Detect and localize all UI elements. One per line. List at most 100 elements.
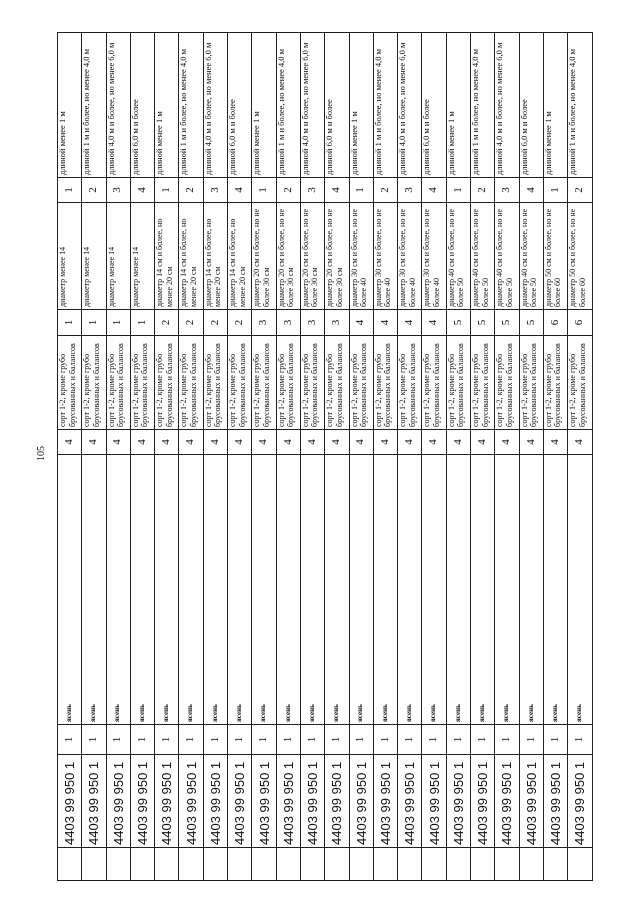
table-row: 4403 99 950 1 1 ясень 4 сорт 1-2, кроме груб… (154, 32, 179, 881)
empty-cell (349, 847, 374, 881)
diameter-num-cell: 5 (519, 309, 544, 336)
diameter-num-cell: 3 (276, 309, 301, 336)
length-num-cell: 4 (519, 177, 544, 203)
species-cell: ясень (203, 454, 228, 725)
sort-cell: сорт 1-2, кроме грубо брусованных и бала… (543, 335, 568, 430)
sort-num-cell: 4 (81, 429, 107, 455)
species-cell: ясень (178, 454, 204, 725)
sort-cell: сорт 1-2, кроме грубо брусованных и бала… (373, 335, 398, 430)
group-cell: 1 (300, 724, 325, 755)
sort-num-cell: 4 (57, 429, 82, 455)
table-row: 4403 99 950 1 1 ясень 4 сорт 1-2, кроме груб… (251, 32, 277, 881)
length-cell: длиной 6,0 м и более (519, 32, 544, 178)
length-num-cell: 1 (154, 177, 179, 203)
species-cell: ясень (446, 454, 471, 725)
sort-cell: сорт 1-2, кроме грубо брусованных и бала… (300, 335, 325, 430)
page-number: 105 (36, 446, 47, 461)
length-cell: длиной 4,0 м и более, но менее 6,0 м (494, 32, 520, 178)
length-cell: длиной менее 1 м (57, 32, 82, 178)
diameter-num-cell: 6 (543, 309, 568, 336)
code-cell: 4403 99 950 1 (154, 754, 179, 848)
table-row: 4403 99 950 1 1 ясень 4 сорт 1-2, кроме груб… (81, 32, 107, 881)
diameter-cell: диаметр 50 см и более, но не более 60 (567, 202, 593, 310)
diameter-cell: диаметр 50 см и более, но не более 60 (543, 202, 568, 310)
sort-num-cell: 4 (154, 429, 179, 455)
diameter-cell: диаметр 20 см и более, но не более 30 см (276, 202, 301, 310)
diameter-cell: диаметр 40 см и более, но не более 50 (519, 202, 544, 310)
length-cell: длиной 4,0 м и более, но менее 6,0 м (300, 32, 325, 178)
species-cell: ясень (276, 454, 301, 725)
sort-num-cell: 4 (300, 429, 325, 455)
empty-cell (397, 847, 422, 881)
empty-cell (227, 847, 252, 881)
species-cell: ясень (300, 454, 325, 725)
length-num-cell: 3 (106, 177, 131, 203)
diameter-num-cell: 1 (130, 309, 155, 336)
sort-cell: сорт 1-2, кроме грубо брусованных и бала… (106, 335, 131, 430)
sort-cell: сорт 1-2, кроме грубо брусованных и бала… (130, 335, 155, 430)
diameter-num-cell: 2 (227, 309, 252, 336)
sort-cell: сорт 1-2, кроме грубо брусованных и бала… (178, 335, 204, 430)
diameter-num-cell: 2 (178, 309, 204, 336)
group-cell: 1 (227, 724, 252, 755)
length-num-cell: 4 (324, 177, 350, 203)
length-num-cell: 1 (446, 177, 471, 203)
species-cell: ясень (349, 454, 374, 725)
code-cell: 4403 99 950 1 (57, 754, 82, 848)
sort-num-cell: 4 (203, 429, 228, 455)
empty-cell (81, 847, 107, 881)
length-cell: длиной 4,0 м и более, но менее 6,0 м (203, 32, 228, 178)
rotated-table-container: 4403 99 950 1 1 ясень 4 сорт 1-2, кроме груб… (57, 32, 593, 881)
table-row: 4403 99 950 1 1 ясень 4 сорт 1-2, кроме груб… (373, 32, 398, 881)
empty-cell (154, 847, 179, 881)
length-num-cell: 1 (349, 177, 374, 203)
empty-cell (251, 847, 277, 881)
group-cell: 1 (81, 724, 107, 755)
diameter-cell: диаметр менее 14 (81, 202, 107, 310)
diameter-num-cell: 3 (300, 309, 325, 336)
diameter-cell: диаметр 14 см и более, но менее 20 см (178, 202, 204, 310)
diameter-cell: диаметр 20 см и более, но не более 30 см (251, 202, 277, 310)
empty-cell (543, 847, 568, 881)
length-num-cell: 3 (494, 177, 520, 203)
species-cell: ясень (130, 454, 155, 725)
code-cell: 4403 99 950 1 (227, 754, 252, 848)
diameter-cell: диаметр 30 см и более, но не более 40 (373, 202, 398, 310)
table-row: 4403 99 950 1 1 ясень 4 сорт 1-2, кроме груб… (324, 32, 350, 881)
species-cell: ясень (251, 454, 277, 725)
sort-cell: сорт 1-2, кроме грубо брусованных и бала… (349, 335, 374, 430)
sort-num-cell: 4 (543, 429, 568, 455)
table-row: 4403 99 950 1 1 ясень 4 сорт 1-2, кроме груб… (397, 32, 422, 881)
length-num-cell: 2 (373, 177, 398, 203)
diameter-num-cell: 4 (349, 309, 374, 336)
code-cell: 4403 99 950 1 (421, 754, 447, 848)
diameter-num-cell: 6 (567, 309, 593, 336)
code-cell: 4403 99 950 1 (494, 754, 520, 848)
sort-cell: сорт 1-2, кроме грубо брусованных и бала… (567, 335, 593, 430)
code-cell: 4403 99 950 1 (106, 754, 131, 848)
sort-cell: сорт 1-2, кроме грубо брусованных и бала… (397, 335, 422, 430)
sort-num-cell: 4 (373, 429, 398, 455)
empty-cell (470, 847, 495, 881)
length-cell: длиной 6,0 м и более (227, 32, 252, 178)
code-cell: 4403 99 950 1 (397, 754, 422, 848)
code-cell: 4403 99 950 1 (130, 754, 155, 848)
diameter-num-cell: 5 (470, 309, 495, 336)
empty-cell (446, 847, 471, 881)
length-cell: длиной 4,0 м и более, но менее 6,0 м (397, 32, 422, 178)
species-cell: ясень (397, 454, 422, 725)
diameter-cell: диаметр 14 см и более, но менее 20 см (203, 202, 228, 310)
length-cell: длиной менее 1 м (349, 32, 374, 178)
group-cell: 1 (203, 724, 228, 755)
code-cell: 4403 99 950 1 (178, 754, 204, 848)
species-cell: ясень (543, 454, 568, 725)
group-cell: 1 (494, 724, 520, 755)
empty-cell (421, 847, 447, 881)
empty-cell (276, 847, 301, 881)
empty-cell (519, 847, 544, 881)
length-cell: длиной 6,0 м и более (130, 32, 155, 178)
length-cell: длиной менее 1 м (251, 32, 277, 178)
table-row: 4403 99 950 1 1 ясень 4 сорт 1-2, кроме груб… (57, 32, 82, 881)
group-cell: 1 (130, 724, 155, 755)
sort-cell: сорт 1-2, кроме грубо брусованных и бала… (57, 335, 82, 430)
